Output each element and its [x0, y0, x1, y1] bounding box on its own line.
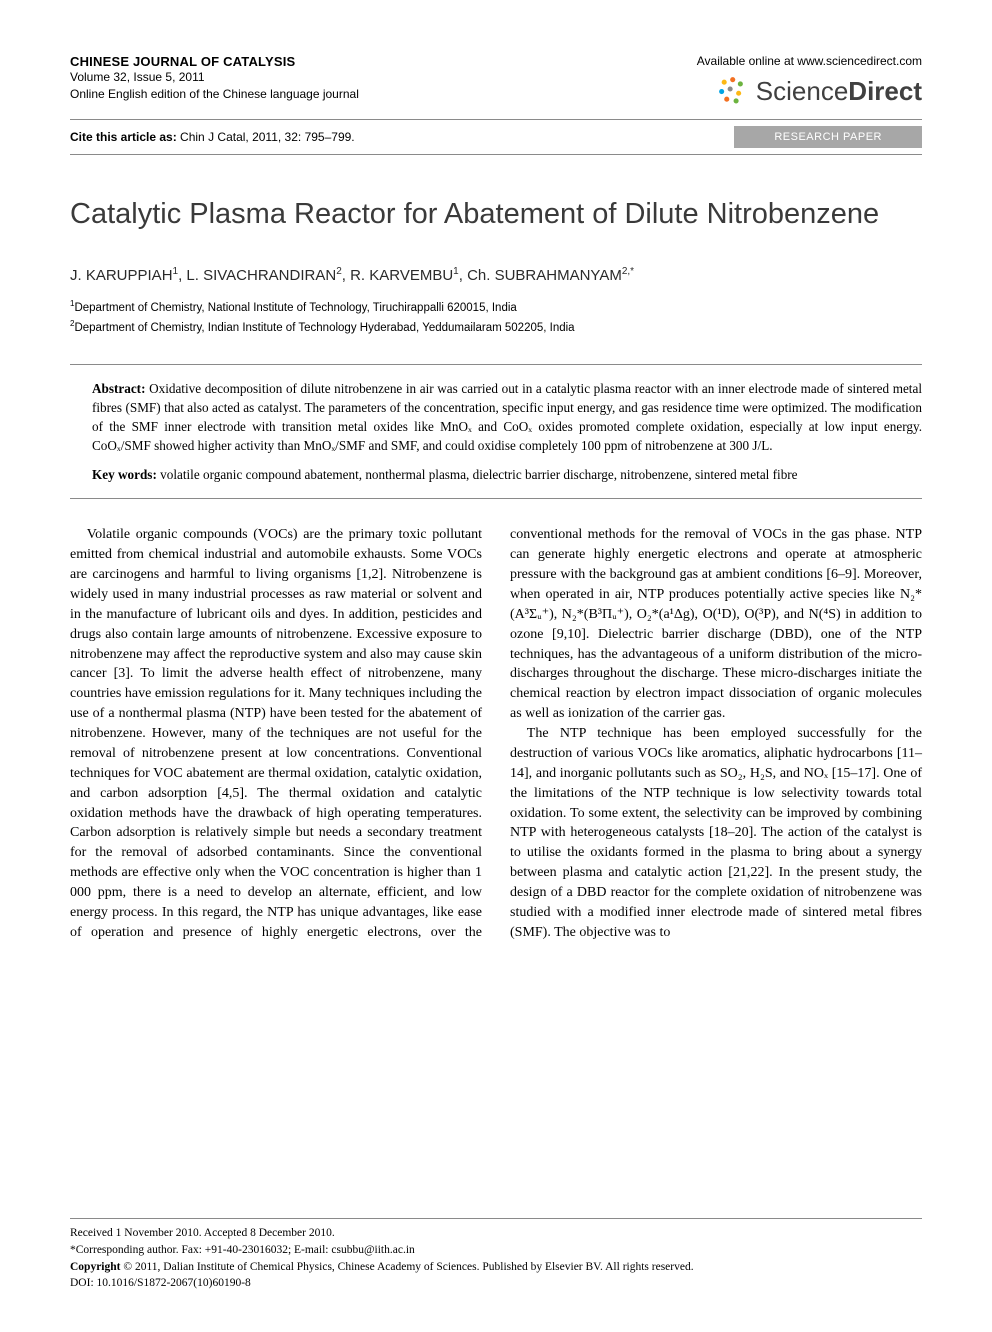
body-paragraph-2: The NTP technique has been employed succ…	[510, 724, 922, 943]
sd-word-science: Science	[756, 76, 849, 106]
affiliation-2-text: Department of Chemistry, Indian Institut…	[74, 322, 574, 334]
citation-bar: Cite this article as: Chin J Catal, 2011…	[70, 119, 922, 155]
abstract-block: Abstract: Oxidative decomposition of dil…	[70, 364, 922, 500]
page-footer: Received 1 November 2010. Accepted 8 Dec…	[70, 1218, 922, 1292]
doi-line: DOI: 10.1016/S1872-2067(10)60190-8	[70, 1275, 922, 1292]
sciencedirect-wordmark: ScienceDirect	[756, 76, 922, 107]
volume-issue: Volume 32, Issue 5, 2011	[70, 69, 359, 86]
keywords-text: volatile organic compound abatement, non…	[157, 467, 798, 482]
affiliations: 1Department of Chemistry, National Insti…	[70, 298, 922, 337]
sciencedirect-logo: ScienceDirect	[697, 72, 922, 111]
page-header: CHINESE JOURNAL OF CATALYSIS Volume 32, …	[70, 54, 922, 111]
copyright-line: Copyright © 2011, Dalian Institute of Ch…	[70, 1259, 922, 1276]
keywords-paragraph: Key words: volatile organic compound aba…	[92, 465, 922, 484]
affiliation-1-text: Department of Chemistry, National Instit…	[74, 302, 516, 314]
abstract-text: Oxidative decomposition of dilute nitrob…	[92, 381, 922, 453]
corresponding-author-line: *Corresponding author. Fax: +91-40-23016…	[70, 1242, 922, 1259]
affiliation-2: 2Department of Chemistry, Indian Institu…	[70, 318, 922, 338]
journal-name: CHINESE JOURNAL OF CATALYSIS	[70, 54, 359, 69]
copyright-lead: Copyright	[70, 1261, 120, 1273]
author-list: J. KARUPPIAH1, L. SIVACHRANDIRAN2, R. KA…	[70, 266, 922, 284]
article-body: Volatile organic compounds (VOCs) are th…	[70, 525, 922, 942]
header-right: Available online at www.sciencedirect.co…	[697, 54, 922, 111]
sd-word-direct: Direct	[848, 76, 922, 106]
cite-body: Chin J Catal, 2011, 32: 795–799.	[177, 130, 355, 144]
cite-lead: Cite this article as:	[70, 130, 177, 144]
citation-text: Cite this article as: Chin J Catal, 2011…	[70, 130, 355, 144]
article-type-badge: RESEARCH PAPER	[734, 126, 922, 148]
received-line: Received 1 November 2010. Accepted 8 Dec…	[70, 1225, 922, 1242]
available-online-text: Available online at www.sciencedirect.co…	[697, 54, 922, 68]
abstract-paragraph: Abstract: Oxidative decomposition of dil…	[92, 379, 922, 456]
sciencedirect-mark-icon	[714, 72, 748, 111]
article-title: Catalytic Plasma Reactor for Abatement o…	[70, 197, 922, 232]
keywords-lead: Key words:	[92, 467, 157, 482]
affiliation-1: 1Department of Chemistry, National Insti…	[70, 298, 922, 318]
header-left: CHINESE JOURNAL OF CATALYSIS Volume 32, …	[70, 54, 359, 104]
abstract-lead: Abstract:	[92, 381, 145, 396]
copyright-text: © 2011, Dalian Institute of Chemical Phy…	[120, 1261, 693, 1273]
edition-note: Online English edition of the Chinese la…	[70, 86, 359, 103]
